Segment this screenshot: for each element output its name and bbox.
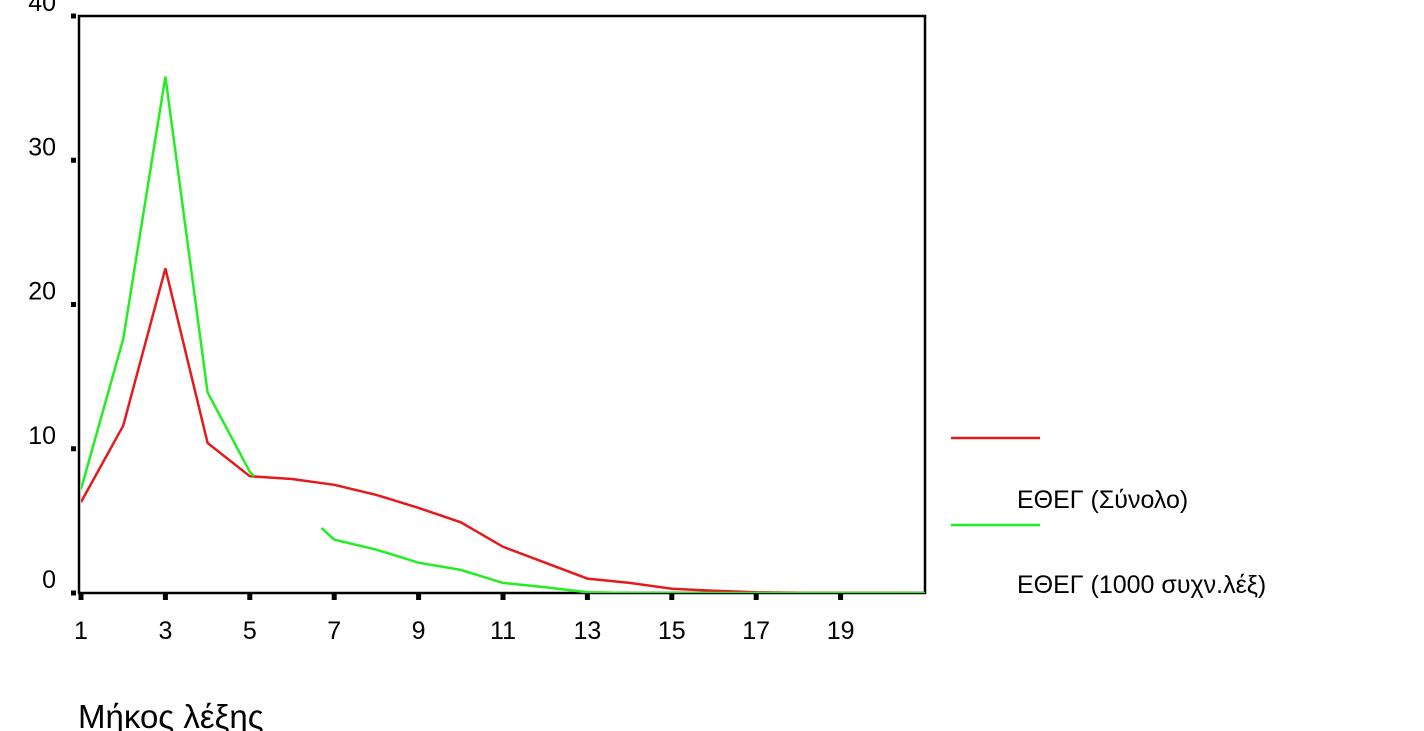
legend-label-total: ΕΘΕΓ (Σύνολο) bbox=[1017, 486, 1188, 514]
x-tick-mark bbox=[78, 594, 84, 600]
x-tick-mark bbox=[669, 594, 675, 600]
x-tick-label: 19 bbox=[827, 617, 855, 645]
y-tick-label: 40 bbox=[28, 0, 56, 17]
series-line-0 bbox=[81, 268, 925, 593]
x-tick-label: 13 bbox=[573, 617, 601, 645]
plot-frame bbox=[77, 14, 927, 595]
x-tick-mark bbox=[584, 594, 590, 600]
x-axis: 1 3 5 7 9 11 13 15 17 19 bbox=[74, 594, 855, 645]
y-tick-label: 20 bbox=[28, 278, 56, 306]
x-tick-label: 15 bbox=[658, 617, 686, 645]
x-tick-mark bbox=[753, 594, 759, 600]
x-tick-mark bbox=[247, 594, 253, 600]
series-line-1 bbox=[81, 76, 255, 490]
x-tick-mark bbox=[838, 594, 844, 600]
x-tick-label: 5 bbox=[243, 617, 257, 645]
x-tick-label: 3 bbox=[158, 617, 172, 645]
series-layer bbox=[81, 76, 925, 593]
x-tick-mark bbox=[162, 594, 168, 600]
x-tick-mark bbox=[416, 594, 422, 600]
y-tick-mark bbox=[71, 157, 76, 163]
y-tick-label: 10 bbox=[28, 422, 56, 450]
x-tick-label: 9 bbox=[412, 617, 426, 645]
y-tick-label: 0 bbox=[42, 566, 56, 594]
x-tick-label: 11 bbox=[490, 617, 516, 645]
x-tick-mark bbox=[500, 594, 506, 600]
y-tick-mark bbox=[71, 302, 76, 307]
x-axis-title: Μήκος λέξης bbox=[78, 698, 264, 731]
y-axis: 0 10 20 30 40 bbox=[28, 0, 76, 596]
x-tick-mark bbox=[331, 594, 337, 600]
legend: ΕΘΕΓ (Σύνολο) ΕΘΕΓ (1000 συχν.λέξ) bbox=[951, 436, 1266, 599]
x-tick-label: 17 bbox=[742, 617, 770, 645]
y-tick-mark bbox=[71, 590, 76, 596]
legend-label-1000-words: ΕΘΕΓ (1000 συχν.λέξ) bbox=[1017, 571, 1266, 599]
y-tick-mark bbox=[71, 446, 76, 452]
series-line-1 bbox=[320, 527, 925, 593]
y-tick-label: 30 bbox=[28, 133, 56, 161]
x-tick-label: 7 bbox=[327, 617, 341, 645]
y-tick-mark bbox=[71, 13, 76, 19]
x-tick-label: 1 bbox=[74, 617, 88, 645]
